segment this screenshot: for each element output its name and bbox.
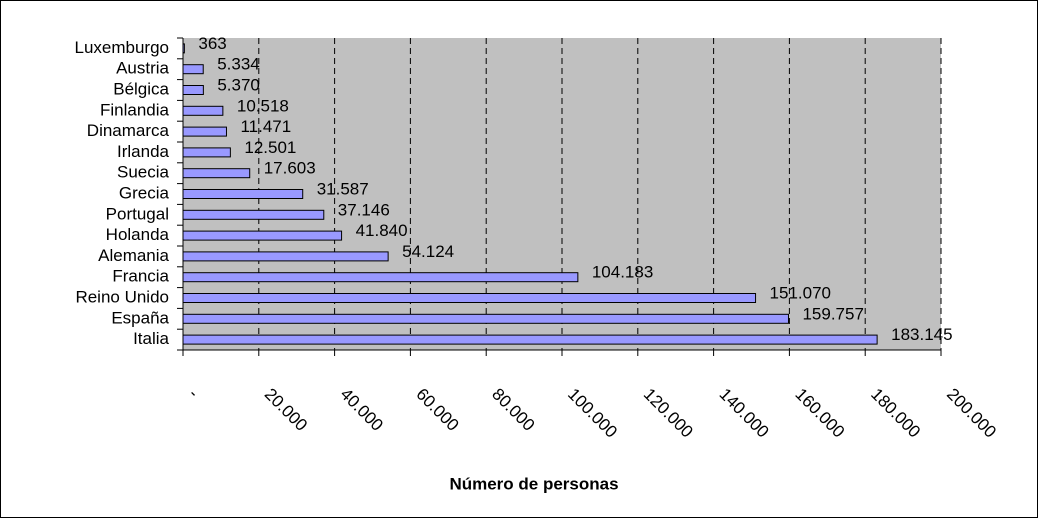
x-axis-title: Número de personas — [449, 474, 618, 493]
bar — [182, 147, 231, 158]
value-label: 183.145 — [891, 325, 952, 344]
y-tick-label: Bélgica — [113, 79, 169, 98]
y-tick-label: Austria — [116, 59, 169, 78]
value-label: 5.334 — [217, 55, 260, 74]
value-label: 151.070 — [770, 283, 831, 302]
y-tick-label: Francia — [112, 267, 169, 286]
value-label: 54.124 — [402, 242, 454, 261]
value-label: 17.603 — [264, 159, 316, 178]
value-label: 37.146 — [338, 200, 390, 219]
bar — [182, 272, 579, 283]
y-tick-label: Irlanda — [117, 142, 170, 161]
bar — [182, 168, 251, 179]
y-tick-label: Portugal — [106, 204, 169, 223]
y-tick-label: Alemania — [98, 246, 169, 265]
bar — [182, 209, 325, 220]
value-label: 11.471 — [240, 117, 291, 136]
value-label: 31.587 — [317, 179, 369, 198]
y-tick-label: Dinamarca — [87, 121, 170, 140]
y-tick-label: Italia — [133, 329, 169, 348]
y-tick-label: Grecia — [119, 183, 170, 202]
value-label: 363 — [198, 34, 226, 53]
y-tick-label: Luxemburgo — [74, 38, 169, 57]
value-label: 159.757 — [802, 304, 863, 323]
bar — [182, 126, 227, 137]
bar — [182, 293, 757, 303]
bar — [182, 251, 389, 262]
y-tick-label: Reino Unido — [75, 287, 169, 306]
y-tick-label: Suecia — [117, 163, 170, 182]
value-label: 10.518 — [237, 96, 289, 115]
value-label: 12.501 — [244, 138, 296, 157]
bar — [182, 230, 343, 241]
value-label: 5.370 — [217, 75, 260, 94]
bar — [182, 64, 204, 75]
y-tick-label: España — [111, 308, 169, 327]
bar — [182, 43, 185, 54]
bar — [182, 189, 304, 199]
y-tick-label: Finlandia — [100, 100, 170, 119]
bar — [182, 313, 789, 324]
bar — [182, 334, 878, 345]
y-tick-label: Holanda — [106, 225, 170, 244]
value-label: 104.183 — [592, 263, 653, 282]
bar — [182, 85, 204, 95]
bar — [182, 105, 224, 116]
value-label: 41.840 — [356, 221, 408, 240]
